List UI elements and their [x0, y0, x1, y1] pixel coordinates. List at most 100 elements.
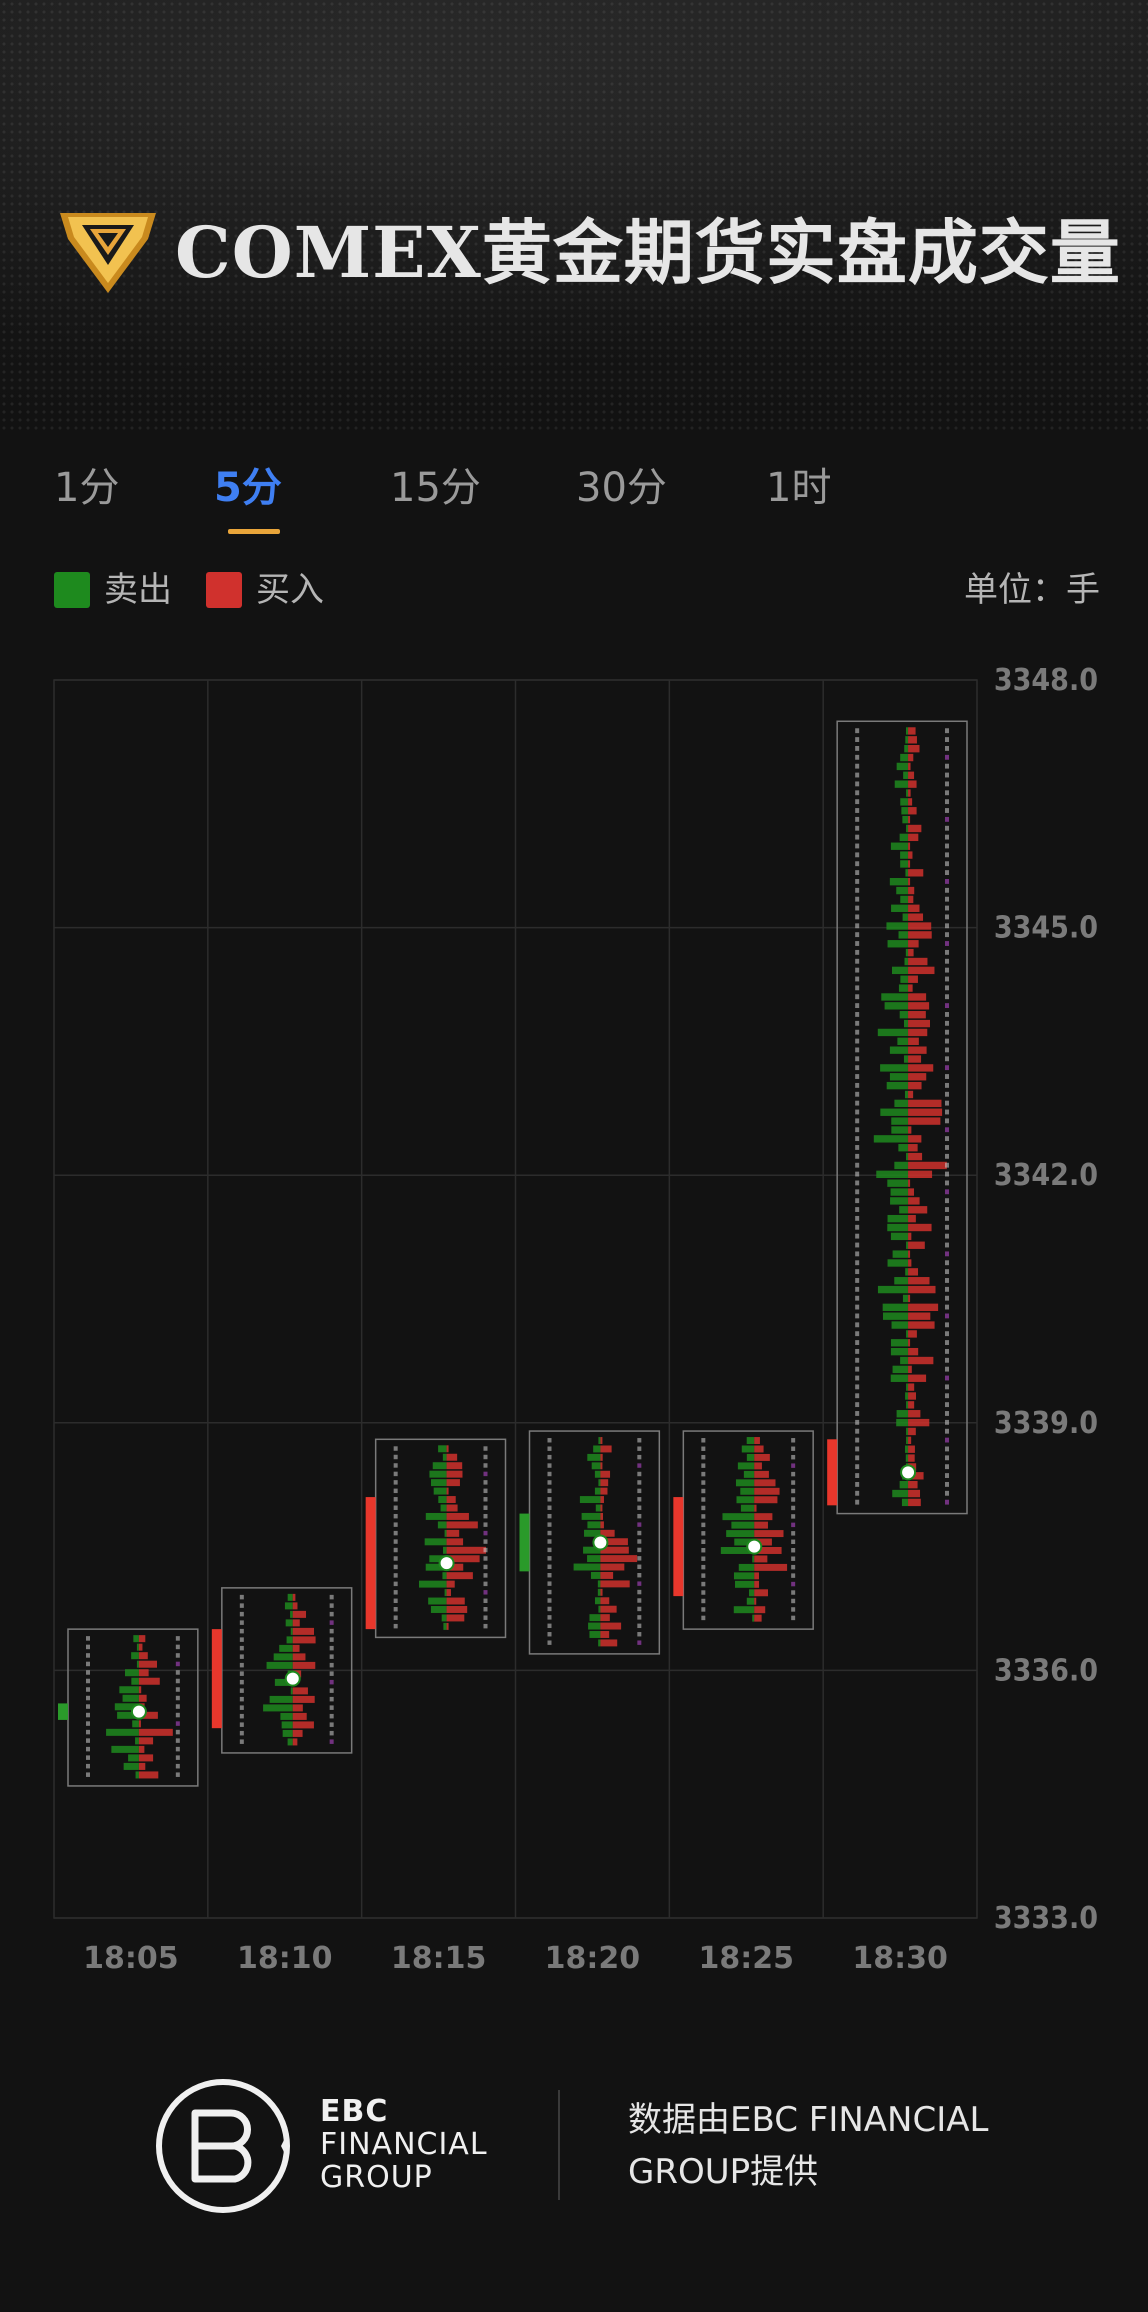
buy-volume-bar	[600, 1504, 603, 1512]
sell-volume-bar	[884, 1002, 909, 1010]
buy-volume-bar	[600, 1639, 618, 1647]
ebc-logo-icon	[156, 2079, 290, 2213]
buy-volume-number	[945, 1153, 949, 1159]
sell-volume-bar	[900, 1356, 909, 1365]
buy-volume-bar	[908, 878, 911, 886]
sell-volume-bar	[898, 931, 909, 939]
sell-volume-number	[855, 1118, 860, 1124]
buy-volume-number	[945, 1038, 949, 1044]
buy-volume-number	[791, 1615, 796, 1621]
tab-1min[interactable]: 1分	[54, 465, 120, 511]
buy-volume-bar	[908, 948, 914, 957]
buy-volume-bar	[600, 1605, 617, 1613]
tab-30min[interactable]: 30分	[576, 465, 667, 511]
buy-volume-bar	[754, 1487, 780, 1495]
sell-volume-bar	[900, 975, 909, 983]
sell-volume-number	[239, 1628, 244, 1634]
buy-volume-bar	[908, 993, 927, 1001]
buy-volume-number	[945, 958, 949, 964]
sell-volume-bar	[595, 1504, 601, 1512]
sell-volume-bar	[905, 1454, 909, 1462]
sell-volume-bar	[573, 1563, 601, 1571]
sell-volume-bar	[280, 1712, 293, 1720]
buy-volume-number	[945, 1464, 949, 1470]
buy-volume-number	[945, 763, 949, 769]
buy-volume-number	[175, 1712, 180, 1718]
sell-volume-number	[855, 932, 860, 938]
sell-volume-number	[855, 1473, 860, 1478]
buy-volume-bar	[754, 1445, 764, 1453]
buy-volume-number	[637, 1581, 642, 1586]
tab-1hour[interactable]: 1时	[766, 465, 832, 511]
buy-volume-bar	[754, 1538, 772, 1546]
buy-volume-bar	[908, 1073, 927, 1081]
buy-volume-bar	[600, 1445, 612, 1453]
buy-volume-bar	[908, 940, 919, 948]
buy-volume-bar	[138, 1660, 158, 1668]
sell-volume-bar	[890, 1339, 909, 1347]
sell-volume-number	[393, 1497, 398, 1502]
buy-volume-bar	[292, 1593, 296, 1601]
buy-volume-number	[791, 1497, 796, 1502]
sell-volume-bar	[887, 940, 909, 948]
buy-volume-bar	[908, 1347, 919, 1356]
buy-volume-bar	[908, 931, 932, 939]
sell-volume-bar	[905, 948, 909, 957]
sell-volume-number	[393, 1581, 398, 1587]
sell-volume-number	[855, 781, 860, 787]
buy-volume-number	[945, 1499, 949, 1505]
sell-volume-number	[393, 1547, 398, 1553]
sell-volume-number	[855, 1437, 860, 1443]
buy-volume-bar	[600, 1563, 625, 1571]
buy-volume-bar	[908, 1498, 921, 1507]
sell-volume-number	[701, 1598, 706, 1604]
footprint-chart: 3348.0 3345.0 3342.0 3339.0 3336.0 3333.0 18:0…	[53, 663, 1098, 1976]
sell-volume-number	[701, 1463, 706, 1468]
sell-volume-bar	[889, 1073, 909, 1081]
sell-volume-bar	[898, 1144, 909, 1152]
sell-volume-bar	[886, 1081, 909, 1090]
sell-volume-bar	[906, 1330, 909, 1338]
sell-volume-number	[855, 825, 860, 831]
sell-volume-number	[547, 1547, 552, 1553]
buy-volume-bar	[446, 1487, 449, 1495]
candle-body	[673, 1497, 684, 1597]
buy-volume-bar	[600, 1546, 629, 1554]
buy-volume-bar	[908, 824, 922, 833]
buy-volume-bar	[908, 727, 916, 735]
buy-volume-number	[945, 1242, 949, 1248]
buy-volume-number	[329, 1603, 334, 1608]
buy-volume-number	[791, 1573, 796, 1578]
buy-volume-bar	[908, 1179, 911, 1187]
sell-volume-number	[855, 1260, 860, 1266]
sell-volume-bar	[136, 1660, 139, 1668]
sell-legend-swatch	[54, 572, 90, 608]
sell-volume-number	[855, 985, 860, 991]
sell-volume-number	[547, 1530, 552, 1536]
buy-volume-bar	[908, 1126, 912, 1134]
buy-volume-bar	[908, 1312, 931, 1320]
buy-volume-number	[945, 1348, 949, 1354]
buy-volume-bar	[908, 1321, 935, 1329]
sell-volume-number	[239, 1594, 244, 1600]
buy-volume-number	[791, 1446, 796, 1451]
sell-volume-bar	[430, 1606, 447, 1613]
buy-volume-number	[945, 1490, 949, 1496]
sell-volume-bar	[752, 1555, 755, 1563]
buy-volume-bar	[908, 1019, 930, 1028]
sell-volume-bar	[136, 1643, 139, 1651]
tab-5min[interactable]: 5分	[214, 465, 282, 511]
sell-volume-number	[855, 896, 860, 902]
buy-volume-bar	[600, 1521, 604, 1529]
buy-volume-number	[945, 994, 949, 1000]
tab-15min[interactable]: 15分	[390, 465, 481, 511]
active-tab-indicator	[228, 529, 280, 534]
buy-volume-bar	[908, 1011, 926, 1019]
buy-volume-bar	[446, 1470, 463, 1478]
buy-volume-bar	[908, 1285, 936, 1294]
buy-volume-bar	[908, 1401, 915, 1409]
sell-volume-bar	[887, 1214, 909, 1223]
sell-volume-bar	[598, 1605, 601, 1613]
buy-volume-number	[945, 746, 949, 751]
buy-volume-number	[637, 1480, 642, 1485]
